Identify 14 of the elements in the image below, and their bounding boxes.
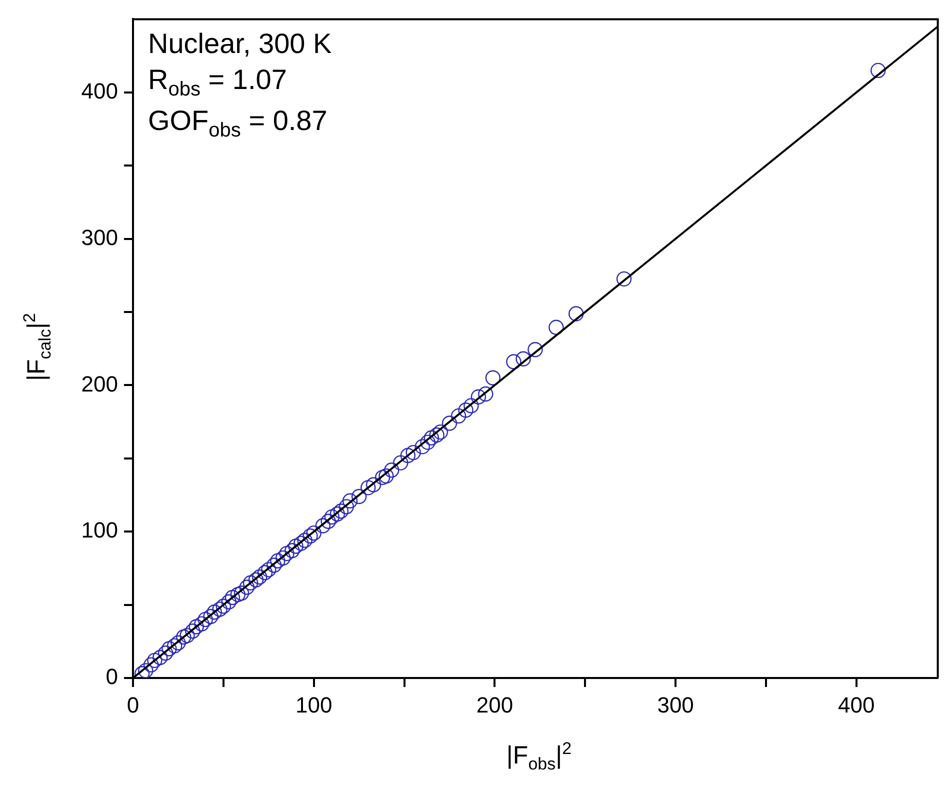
y-tick-label: 300 xyxy=(81,224,118,250)
y-tick-label: 400 xyxy=(81,78,118,104)
x-tick-label: 100 xyxy=(295,692,332,718)
x-tick-label: 300 xyxy=(657,692,694,718)
y-tick-label: 0 xyxy=(106,664,118,690)
x-axis-title: |F$_{obs}$|$^{2}$ xyxy=(505,739,573,774)
annotation: GOF$_{obs}$ = 0.87 xyxy=(148,104,328,144)
y-tick-label: 200 xyxy=(81,371,118,396)
x-tick-label: 0 xyxy=(126,692,140,718)
x-tick-label: 200 xyxy=(476,692,514,718)
annotation: Nuclear, 300 K xyxy=(148,27,332,61)
x-tick-label: 400 xyxy=(838,692,875,718)
y-tick-label: 100 xyxy=(81,518,118,543)
annotation: R$_{obs}$ = 1.07 xyxy=(148,62,288,102)
